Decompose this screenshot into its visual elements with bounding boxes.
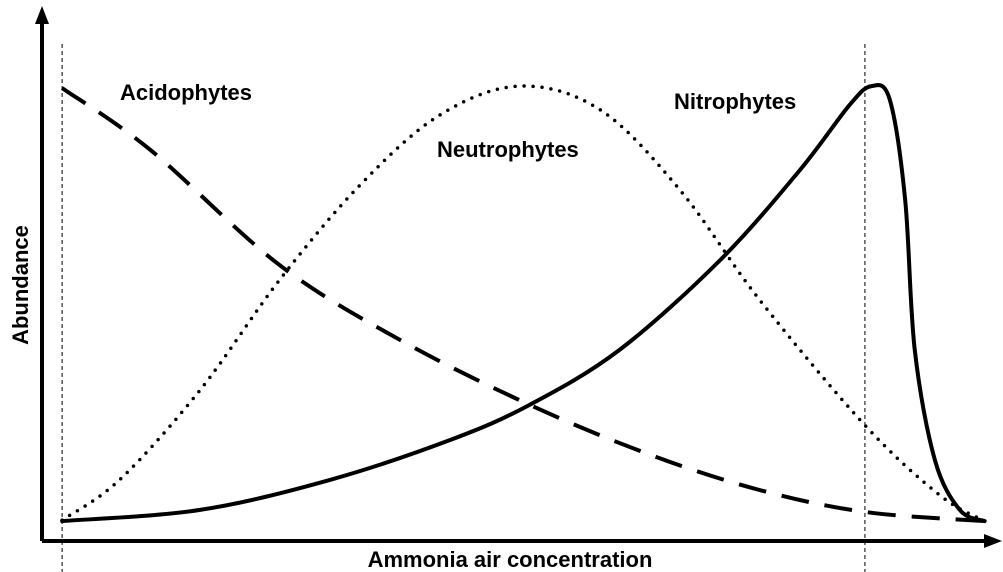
x-axis-title: Ammonia air concentration <box>368 547 653 572</box>
y-axis-arrow <box>35 6 49 24</box>
series-line <box>60 86 985 524</box>
series-line <box>60 84 987 523</box>
series-label: Acidophytes <box>120 80 252 105</box>
series-line <box>60 83 987 524</box>
series-label: Neutrophytes <box>437 137 579 162</box>
series-label: Nitrophytes <box>674 89 796 114</box>
y-axis-title: Abundance <box>8 225 33 345</box>
x-axis-arrow <box>984 534 1002 548</box>
